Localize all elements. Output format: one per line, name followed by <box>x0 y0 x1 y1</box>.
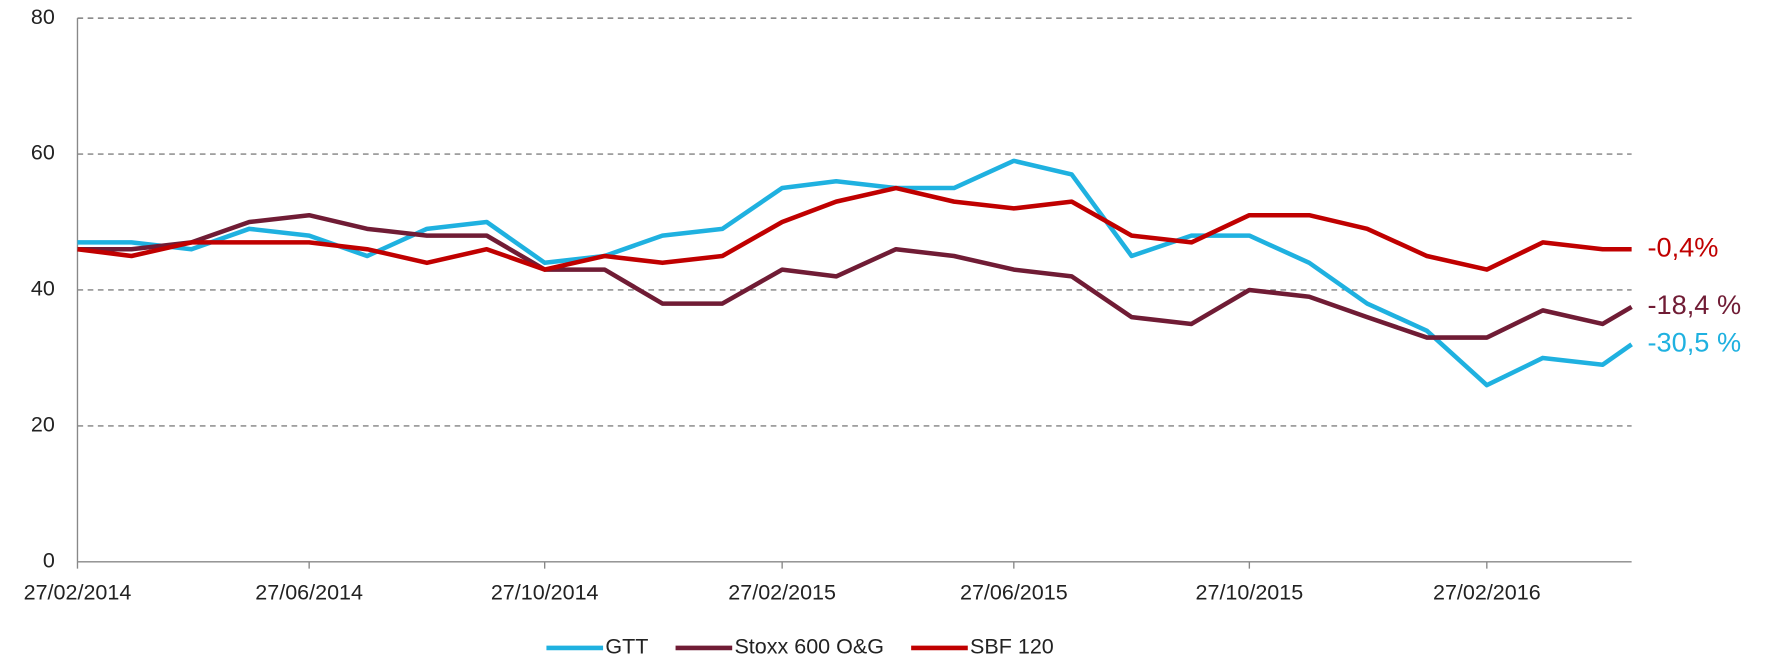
series-line <box>77 185 1632 272</box>
series-line <box>77 212 1633 340</box>
x-tick-label: 27/02/2014 <box>24 580 132 604</box>
y-tick-label: 80 <box>31 5 55 29</box>
x-tick-label: 27/06/2015 <box>960 580 1068 604</box>
x-tick-label: 27/02/2015 <box>728 580 836 604</box>
x-tick-label: 27/10/2015 <box>1196 580 1304 604</box>
end-label: -0,4% <box>1647 231 1718 262</box>
y-tick-label: 0 <box>43 549 55 573</box>
y-tick-label: 20 <box>31 413 55 437</box>
series-line <box>77 158 1633 388</box>
legend-label: GTT <box>605 635 648 657</box>
y-tick-label: 40 <box>31 277 55 301</box>
y-tick-label: 60 <box>31 141 55 165</box>
end-label: -18,4 % <box>1647 289 1741 320</box>
legend-label: Stoxx 600 O&G <box>734 635 884 657</box>
end-label: -30,5 % <box>1647 327 1741 358</box>
legend-label: SBF 120 <box>970 635 1054 657</box>
x-tick-label: 27/10/2014 <box>491 580 599 604</box>
x-tick-label: 27/02/2016 <box>1433 580 1541 604</box>
x-tick-label: 27/06/2014 <box>255 580 363 604</box>
